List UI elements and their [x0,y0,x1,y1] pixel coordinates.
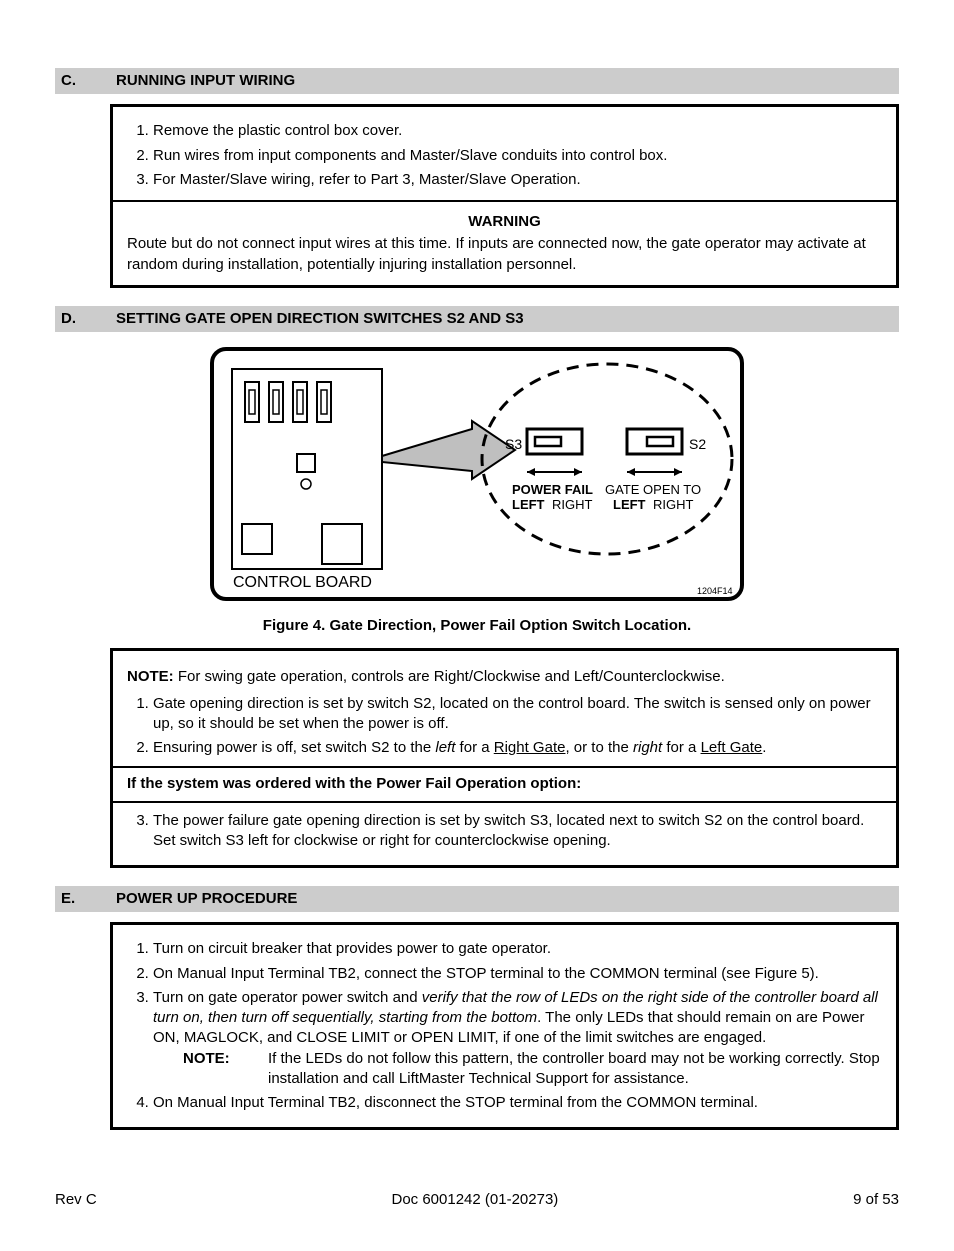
gateopen-label: GATE OPEN TO [605,482,701,497]
note-body: If the LEDs do not follow this pattern, … [268,1049,882,1090]
note-line: NOTE: For swing gate operation, controls… [127,667,882,687]
footer-rev: Rev C [55,1190,97,1210]
list-item: Gate opening direction is set by switch … [153,694,882,735]
sub-note: NOTE: If the LEDs do not follow this pat… [183,1049,882,1090]
section-e-list: Turn on circuit breaker that provides po… [127,939,882,1113]
list-item: On Manual Input Terminal TB2, disconnect… [153,1093,882,1113]
text-italic: right [633,739,662,756]
text: for a [662,739,700,756]
list-item: On Manual Input Terminal TB2, connect th… [153,964,882,984]
text: Ensuring power is off, set switch S2 to … [153,739,435,756]
left2-label: LEFT [613,497,646,512]
section-letter: C. [61,71,116,91]
right2-label: RIGHT [653,497,694,512]
section-c-list: Remove the plastic control box cover. Ru… [127,121,882,190]
figcode-label: 1204F14 [697,586,733,596]
text: Turn on gate operator power switch and [153,989,422,1006]
section-title: SETTING GATE OPEN DIRECTION SWITCHES S2 … [116,309,524,329]
section-e-header: E. POWER UP PROCEDURE [55,886,899,912]
powerfail-option-line: If the system was ordered with the Power… [113,766,896,802]
text-underline: Left Gate [701,739,763,756]
s2-label: S2 [689,436,706,452]
warning-label: WARNING [127,212,882,232]
page-footer: Rev C Doc 6001242 (01-20273) 9 of 53 [55,1190,899,1210]
section-e-box: Turn on circuit breaker that provides po… [110,922,899,1130]
left1-label: LEFT [512,497,545,512]
section-c-box: Remove the plastic control box cover. Ru… [110,104,899,288]
list-item: Ensuring power is off, set switch S2 to … [153,738,882,758]
list-item: For Master/Slave wiring, refer to Part 3… [153,170,882,190]
section-d-list: Gate opening direction is set by switch … [127,694,882,759]
note-prefix: NOTE: [127,668,174,685]
note-label: NOTE: [183,1049,268,1090]
text: , or to the [565,739,633,756]
list-item: The power failure gate opening direction… [153,811,882,852]
figure-4-caption: Figure 4. Gate Direction, Power Fail Opt… [55,616,899,636]
footer-doc: Doc 6001242 (01-20273) [392,1190,559,1210]
s3-label: S3 [505,436,522,452]
control-board-label: CONTROL BOARD [233,574,372,591]
text-italic: left [435,739,455,756]
section-title: POWER UP PROCEDURE [116,889,297,909]
list-item: Run wires from input components and Mast… [153,146,882,166]
figure-4: CONTROL BOARD S3 S2 POWER FAIL GATE OPEN… [55,344,899,604]
section-c-header: C. RUNNING INPUT WIRING [55,68,899,94]
section-d-box: NOTE: For swing gate operation, controls… [110,648,899,868]
figure-4-svg: CONTROL BOARD S3 S2 POWER FAIL GATE OPEN… [207,344,747,604]
section-title: RUNNING INPUT WIRING [116,71,295,91]
list-item: Remove the plastic control box cover. [153,121,882,141]
right1-label: RIGHT [552,497,593,512]
text: . [762,739,766,756]
section-letter: E. [61,889,116,909]
list-item: Turn on gate operator power switch and v… [153,988,882,1089]
note-text: For swing gate operation, controls are R… [174,668,725,685]
warning-text: Route but do not connect input wires at … [127,234,882,275]
list-item: Turn on circuit breaker that provides po… [153,939,882,959]
divider [113,200,896,202]
section-letter: D. [61,309,116,329]
text: for a [455,739,493,756]
section-d-header: D. SETTING GATE OPEN DIRECTION SWITCHES … [55,306,899,332]
powerfail-label: POWER FAIL [512,482,593,497]
section-d-list-2: The power failure gate opening direction… [127,811,882,852]
text-underline: Right Gate [494,739,566,756]
footer-page: 9 of 53 [853,1190,899,1210]
